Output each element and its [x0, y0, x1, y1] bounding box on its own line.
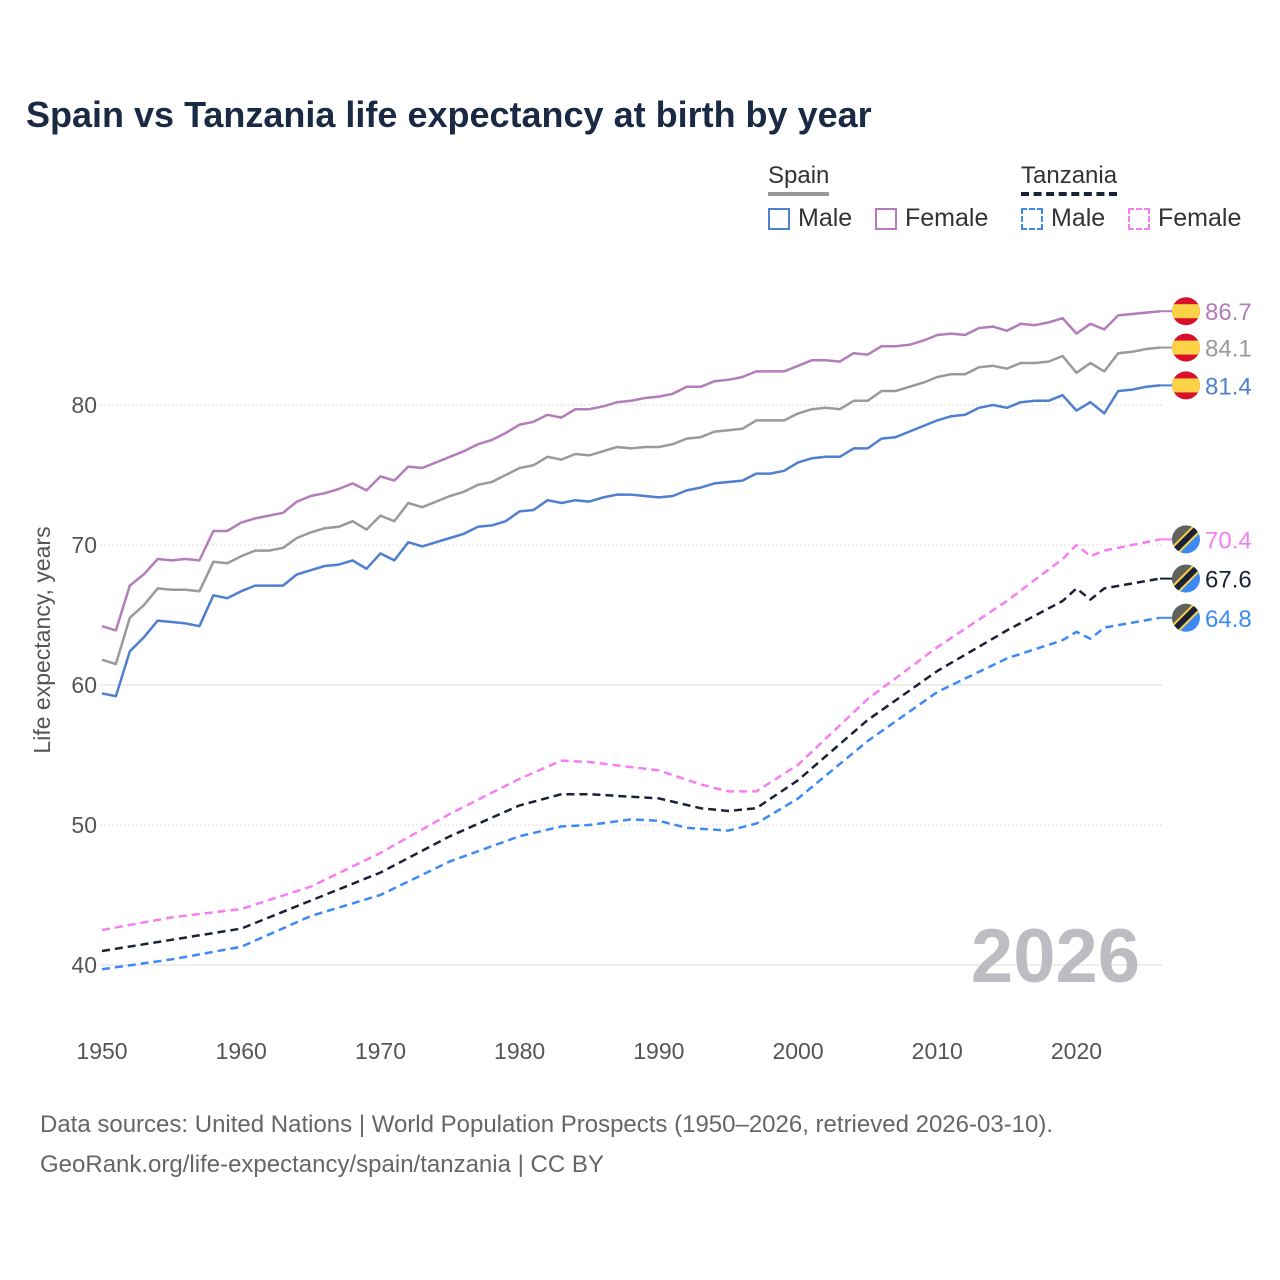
tanzania-flag-icon [1160, 564, 1200, 593]
tanzania-flag-icon [1160, 603, 1200, 632]
y-axis-label: Life expectancy, years [29, 526, 55, 753]
series-line-tanzania-total[interactable] [101, 577, 1161, 953]
tanzania-flag-icon [1160, 525, 1200, 554]
legend-spain-female[interactable]: Female [875, 204, 988, 233]
legend-tanzania-header[interactable]: Tanzania [1021, 162, 1118, 196]
legend-swatch-icon [1021, 207, 1043, 230]
y-axis-ticks: 40 50 60 70 80 [71, 392, 97, 978]
legend-label: Male [1051, 204, 1106, 232]
x-tick-label: 1950 [76, 1038, 127, 1064]
series-lines [101, 309, 1161, 971]
x-tick-label: 2020 [1051, 1038, 1102, 1064]
series-line-spain-total[interactable] [101, 346, 1161, 666]
x-axis-ticks: 1950 1960 1970 1980 1990 2000 2010 2020 [76, 1038, 1102, 1064]
series-line-spain-female[interactable] [101, 309, 1161, 632]
year-watermark: 2026 [971, 914, 1140, 999]
source-url-text[interactable]: GeoRank.org/life-expectancy/spain/tanzan… [40, 1151, 604, 1178]
gridlines [100, 404, 1162, 966]
chart-title: Spain vs Tanzania life expectancy at bir… [26, 94, 872, 135]
legend-swatch-icon [1128, 207, 1150, 230]
legend-spain-header[interactable]: Spain [768, 162, 830, 196]
end-labels: 86.7 84.1 81.4 70.4 67.6 64.8 [1160, 297, 1252, 633]
x-tick-label: 2000 [772, 1038, 823, 1064]
series-line-spain-male[interactable] [101, 384, 1161, 698]
data-source-text: Data sources: United Nations | World Pop… [40, 1111, 1054, 1138]
x-tick-label: 1970 [355, 1038, 406, 1064]
end-value-label: 84.1 [1205, 336, 1252, 363]
x-tick-label: 1990 [633, 1038, 684, 1064]
legend-label: Male [798, 204, 853, 232]
series-line-tanzania-female[interactable] [101, 538, 1161, 932]
end-value-label: 70.4 [1205, 527, 1252, 554]
legend-tanzania-female[interactable]: Female [1128, 204, 1241, 233]
end-value-label: 81.4 [1205, 373, 1252, 400]
y-tick-label: 60 [71, 672, 97, 698]
legend-tanzania-male[interactable]: Male [1021, 204, 1105, 233]
x-tick-label: 1960 [216, 1038, 267, 1064]
spain-flag-icon [1160, 371, 1200, 400]
spain-flag-icon [1160, 333, 1200, 362]
y-tick-label: 70 [71, 532, 97, 558]
legend-label: Female [905, 204, 989, 232]
legend-swatch-icon [768, 207, 790, 230]
legend-spain-male[interactable]: Male [768, 204, 852, 233]
x-tick-label: 1980 [494, 1038, 545, 1064]
legend-swatch-icon [875, 207, 897, 230]
end-value-label: 64.8 [1205, 606, 1252, 633]
spain-flag-icon [1160, 297, 1200, 326]
y-tick-label: 80 [71, 392, 97, 418]
y-tick-label: 50 [71, 812, 97, 838]
legend-label: Female [1158, 204, 1242, 232]
end-value-label: 67.6 [1205, 567, 1252, 594]
x-tick-label: 2010 [912, 1038, 963, 1064]
y-tick-label: 40 [71, 952, 97, 978]
series-line-tanzania-male[interactable] [101, 616, 1161, 971]
footer: Data sources: United Nations | World Pop… [40, 1105, 1053, 1185]
end-value-label: 86.7 [1205, 299, 1252, 326]
